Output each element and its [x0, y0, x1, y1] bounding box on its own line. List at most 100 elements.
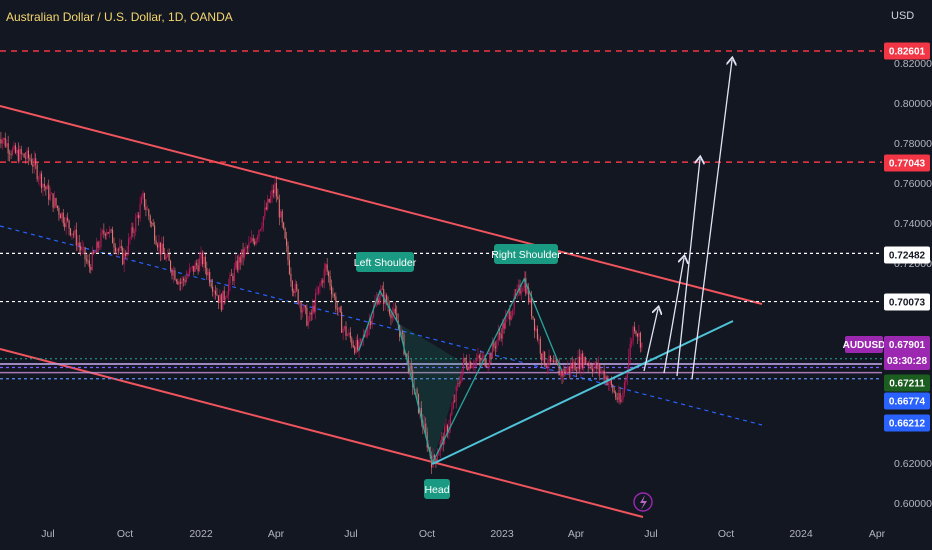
symbol-badge[interactable]	[845, 336, 883, 353]
candle-body	[368, 320, 370, 328]
candle-body	[25, 157, 27, 159]
candle-body	[87, 260, 89, 262]
candle-body	[338, 307, 340, 310]
candle-body	[103, 230, 105, 234]
candle-body	[512, 309, 514, 317]
y-tick-label: 0.60000	[894, 498, 932, 510]
target-arrow[interactable]	[663, 258, 684, 374]
target-arrow[interactable]	[643, 309, 658, 372]
candle-body	[242, 249, 244, 258]
candle-body	[65, 217, 67, 228]
candle-body	[361, 338, 363, 340]
candle-body	[35, 158, 37, 165]
candle-body	[307, 320, 309, 326]
candle-body	[464, 358, 466, 362]
price-badge[interactable]	[884, 414, 930, 432]
candle-body	[467, 367, 469, 370]
candle-body	[174, 270, 176, 280]
candle-body	[354, 347, 356, 353]
candle-body	[239, 256, 241, 263]
pattern-label[interactable]	[424, 479, 450, 499]
x-tick-label: Jul	[644, 528, 657, 540]
target-arrow[interactable]	[676, 159, 700, 377]
candle-body	[238, 256, 240, 271]
candle-body	[29, 158, 31, 160]
candle-body	[210, 283, 212, 287]
pattern-label[interactable]	[494, 244, 558, 264]
candle-body	[394, 308, 396, 314]
candle-body	[180, 281, 182, 284]
head-shoulders-outline[interactable]	[358, 277, 563, 465]
price-badge[interactable]	[884, 374, 930, 392]
candle-body	[477, 355, 479, 360]
candle-body	[223, 290, 225, 300]
price-badge[interactable]	[884, 392, 930, 410]
price-badge[interactable]	[884, 293, 930, 311]
candle-body	[410, 363, 412, 371]
candle-body	[255, 239, 257, 245]
candle-body	[591, 368, 594, 372]
candle-body	[425, 423, 427, 433]
candle-body	[561, 370, 563, 377]
candle-body	[319, 285, 321, 287]
candle-body	[188, 268, 190, 275]
candle-body	[378, 296, 380, 305]
target-arrow[interactable]	[691, 60, 732, 380]
candle-body	[113, 243, 115, 248]
candle-body	[91, 251, 93, 270]
candle-body	[352, 345, 354, 348]
lightning-icon[interactable]	[633, 492, 653, 512]
candle-body	[142, 192, 144, 198]
candle-body	[184, 280, 186, 283]
candle-body	[117, 249, 119, 251]
channel-lower-line[interactable]	[0, 348, 644, 518]
price-badge[interactable]	[884, 154, 930, 172]
candle-body	[507, 311, 509, 314]
candle-body	[583, 356, 585, 368]
candle-body	[313, 305, 315, 312]
candle-body	[574, 362, 576, 371]
candle-body	[506, 313, 508, 318]
price-badge[interactable]	[884, 246, 930, 264]
candle-body	[36, 164, 38, 180]
candle-body	[497, 332, 499, 341]
candle-body	[557, 363, 559, 366]
candle-body	[446, 425, 449, 434]
candle-body	[454, 400, 456, 402]
candle-body	[122, 247, 124, 265]
candle-body	[444, 427, 446, 445]
candle-body	[251, 238, 253, 242]
candle-body	[248, 242, 250, 248]
candle-body	[254, 241, 256, 245]
candle-body	[136, 215, 138, 218]
candle-body	[462, 358, 465, 370]
candle-body	[107, 232, 109, 234]
candle-body	[88, 260, 90, 268]
candle-body	[287, 245, 289, 260]
candle-body	[465, 361, 467, 368]
currency-label[interactable]: USD	[891, 10, 915, 22]
candle-body	[612, 385, 614, 392]
candle-body	[77, 242, 79, 246]
price-badge[interactable]	[884, 42, 930, 60]
candle-body	[126, 253, 128, 256]
candle-body	[351, 338, 353, 346]
candle-body	[230, 274, 233, 276]
pattern-label[interactable]	[356, 252, 414, 272]
candle-body	[596, 362, 598, 370]
candle-body	[11, 148, 14, 155]
candle-body	[149, 216, 151, 223]
candle-body	[461, 369, 463, 382]
candle-body	[71, 233, 73, 236]
candle-body	[268, 199, 270, 203]
rising-trendline[interactable]	[431, 320, 734, 465]
current-price-badge[interactable]	[884, 336, 930, 370]
candle-body	[457, 382, 459, 387]
candle-body	[145, 207, 147, 210]
channel-upper-line[interactable]	[0, 105, 763, 305]
candle-body	[194, 263, 196, 272]
head-fill	[397, 323, 464, 463]
candle-body	[493, 342, 495, 347]
candle-body	[106, 232, 108, 236]
